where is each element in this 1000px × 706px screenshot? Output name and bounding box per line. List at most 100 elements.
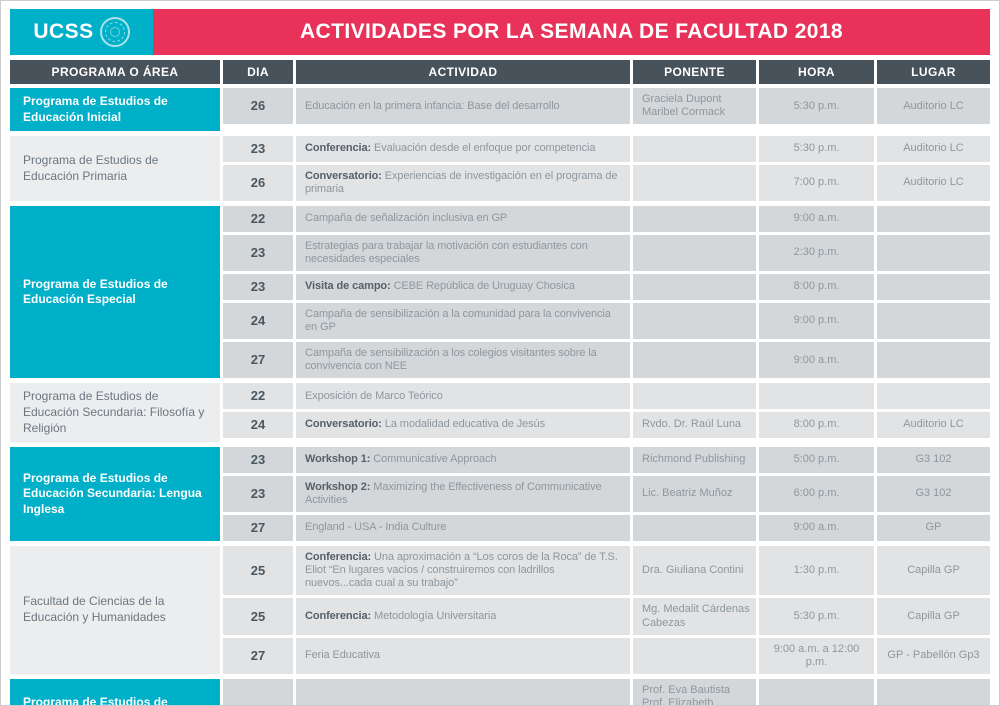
time-cell: 7:00 p.m.: [759, 164, 874, 202]
table-row: 23 Workshop 2: Maximizing the Effectivene…: [223, 475, 990, 513]
time-cell: 8:00 p.m.: [759, 412, 874, 438]
header-actividad: ACTIVIDAD: [296, 60, 630, 84]
day-cell: 22: [223, 679, 293, 705]
speaker-cell: [633, 274, 756, 300]
speaker-cell: [633, 342, 756, 379]
table-row: 25 Conferencia: Metodología Universitaria…: [223, 598, 990, 635]
speaker-cell: [633, 136, 756, 162]
place-cell: [877, 383, 990, 410]
place-cell: GP - Pabellón Gp3: [877, 637, 990, 675]
place-cell: Auditorio LC: [877, 412, 990, 438]
activity-cell: Exposición de Marco Teórico: [296, 383, 630, 410]
group-rows: 22 Exposición de Marco Teórico 24 Conversat…: [223, 383, 990, 442]
table-row: 25 Conferencia: Una aproximación a “Los c…: [223, 545, 990, 596]
speaker-cell: Graciela Dupont Maribel Cormack: [633, 88, 756, 125]
activity-cell: Feria Educativa: [296, 637, 630, 675]
header-hora: HORA: [759, 60, 874, 84]
table-row: 26 Educación en la primera infancia: Base…: [223, 88, 990, 125]
activity-cell: Educación en la primera infancia: Base d…: [296, 88, 630, 125]
activity-cell: Conversatorio: Experiencias de investiga…: [296, 164, 630, 202]
place-cell: [877, 206, 990, 232]
group-block: Programa de Estudios de Turismo y Patrim…: [10, 679, 990, 705]
place-cell: Auditorio LC: [877, 679, 990, 705]
group-rows: 22 Campaña de señalización inclusiva en G…: [223, 206, 990, 379]
time-cell: 8:00 p.m.: [759, 274, 874, 300]
header-ponente: PONENTE: [633, 60, 756, 84]
place-cell: Auditorio LC: [877, 88, 990, 125]
ucss-logo-text: UCSS: [33, 20, 94, 43]
table-row: 23 Conferencia: Evaluación desde el enfoq…: [223, 136, 990, 162]
activity-cell: Conversatorio: La modalidad educativa de…: [296, 412, 630, 438]
day-cell: 24: [223, 302, 293, 340]
speaker-cell: [633, 302, 756, 340]
group-rows: 22Conversatorio: “Amor, vida y muerte en…: [223, 679, 990, 705]
activity-cell: Estrategias para trabajar la motivación …: [296, 234, 630, 272]
day-cell: 24: [223, 412, 293, 438]
group-rows: 23 Workshop 1: Communicative Approach Rich…: [223, 447, 990, 541]
day-cell: 23: [223, 475, 293, 513]
header-lugar: LUGAR: [877, 60, 990, 84]
area-label: Programa de Estudios de Educación Primar…: [10, 136, 220, 202]
table-row: 22 Campaña de señalización inclusiva en G…: [223, 206, 990, 232]
time-cell: 9:00 a.m.: [759, 342, 874, 379]
place-cell: G3 102: [877, 475, 990, 513]
day-cell: 26: [223, 164, 293, 202]
day-cell: 25: [223, 598, 293, 635]
header-dia: DIA: [223, 60, 293, 84]
day-cell: 25: [223, 545, 293, 596]
area-label: Facultad de Ciencias de la Educación y H…: [10, 545, 220, 675]
place-cell: [877, 234, 990, 272]
time-cell: 9:00 p.m.: [759, 302, 874, 340]
group-block: Programa de Estudios de Educación Inicia…: [10, 88, 990, 132]
place-cell: [877, 274, 990, 300]
area-label: Programa de Estudios de Educación Inicia…: [10, 88, 220, 132]
day-cell: 23: [223, 274, 293, 300]
time-cell: 6:00 p.m.: [759, 475, 874, 513]
speaker-cell: [633, 206, 756, 232]
area-label: Programa de Estudios de Educación Especi…: [10, 206, 220, 379]
speaker-cell: [633, 234, 756, 272]
header-programa: PROGRAMA O ÁREA: [10, 60, 220, 84]
table-row: 27 England - USA - India Culture 9:00 a.m.…: [223, 515, 990, 541]
time-cell: 9:00 a.m.: [759, 206, 874, 232]
day-cell: 26: [223, 88, 293, 125]
time-cell: 5:30 p.m.: [759, 136, 874, 162]
speaker-cell: [633, 383, 756, 410]
speaker-cell: [633, 164, 756, 202]
table-row: 23 Visita de campo: CEBE República de Uru…: [223, 274, 990, 300]
speaker-cell: Richmond Publishing: [633, 447, 756, 473]
page-title: ACTIVIDADES POR LA SEMANA DE FACULTAD 20…: [153, 9, 990, 55]
group-rows: 23 Conferencia: Evaluación desde el enfoq…: [223, 136, 990, 202]
place-cell: [877, 302, 990, 340]
time-cell: 5:30 p.m.: [759, 88, 874, 125]
place-cell: Capilla GP: [877, 598, 990, 635]
activity-cell: Campaña de señalización inclusiva en GP: [296, 206, 630, 232]
area-label: Programa de Estudios de Educación Secund…: [10, 383, 220, 443]
table-row: 22Conversatorio: “Amor, vida y muerte en…: [223, 679, 990, 705]
table-row: 23 Workshop 1: Communicative Approach Rich…: [223, 447, 990, 473]
time-cell: 8:20 p.m.: [759, 679, 874, 705]
place-cell: Auditorio LC: [877, 136, 990, 162]
place-cell: GP: [877, 515, 990, 541]
day-cell: 22: [223, 383, 293, 410]
time-cell: 5:30 p.m.: [759, 598, 874, 635]
group-block: Programa de Estudios de Educación Especi…: [10, 206, 990, 379]
place-cell: G3 102: [877, 447, 990, 473]
table-row: 24 Conversatorio: La modalidad educativa …: [223, 412, 990, 438]
group-rows: 25 Conferencia: Una aproximación a “Los c…: [223, 545, 990, 675]
day-cell: 23: [223, 136, 293, 162]
speaker-cell: Mg. Medalit Cárdenas Cabezas: [633, 598, 756, 635]
time-cell: 9:00 a.m.: [759, 515, 874, 541]
table-row: 22 Exposición de Marco Teórico: [223, 383, 990, 410]
day-cell: 27: [223, 637, 293, 675]
place-cell: Auditorio LC: [877, 164, 990, 202]
ucss-logo: UCSS: [10, 9, 153, 55]
group-block: Programa de Estudios de Educación Secund…: [10, 447, 990, 541]
table-row: 23 Estrategias para trabajar la motivació…: [223, 234, 990, 272]
group-block: Programa de Estudios de Educación Secund…: [10, 383, 990, 443]
activity-cell: Campaña de sensibilización a la comunida…: [296, 302, 630, 340]
speaker-cell: Dra. Giuliana Contini: [633, 545, 756, 596]
speaker-cell: Rvdo. Dr. Raúl Luna: [633, 412, 756, 438]
table-row: 26 Conversatorio: Experiencias de investi…: [223, 164, 990, 202]
